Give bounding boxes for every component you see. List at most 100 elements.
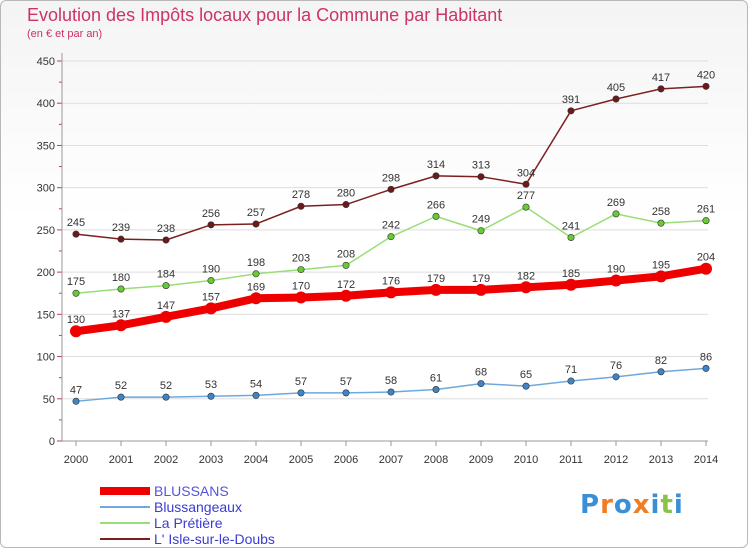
legend-item: Blussangeaux [100,499,360,515]
data-point [252,220,260,228]
data-point [252,270,260,278]
data-point [117,285,125,293]
data-label: 261 [697,204,715,216]
data-label: 130 [67,314,85,326]
data-label: 417 [652,72,670,84]
data-label: 198 [247,257,265,269]
data-point [117,235,125,243]
legend-swatch [100,506,150,508]
data-point [610,274,622,287]
data-label: 57 [295,376,307,388]
data-point [297,389,305,397]
x-tick-label: 2001 [109,454,133,466]
chart-legend: BLUSSANS Blussangeaux La Prétière L' Isle-s… [100,483,360,547]
legend-swatch [100,487,150,495]
chart-axes: 0 50 100 150 200 250 300 350 400 450 2000 2001 2002 2… [37,53,718,466]
data-label: 137 [112,308,130,320]
data-point [657,368,665,376]
data-label: 298 [382,172,400,184]
data-label: 280 [337,188,355,200]
y-tick-label: 100 [37,352,55,364]
data-label: 249 [472,214,490,226]
y-tick-label: 300 [37,183,55,195]
data-point [567,377,575,385]
data-point [567,107,575,115]
proxiti-logo: Proxiti [580,490,684,520]
data-point [162,282,170,290]
data-label: 391 [562,94,580,106]
legend-swatch [100,522,150,524]
y-tick-label: 200 [37,267,55,279]
data-label: 195 [652,259,670,271]
x-tick-label: 2011 [559,454,583,466]
x-tick-label: 2009 [469,454,493,466]
data-point [342,261,350,269]
data-point [387,233,395,241]
data-label: 257 [247,207,265,219]
data-point [612,210,620,218]
y-tick-label: 150 [37,309,55,321]
legend-item: L' Isle-sur-le-Doubs [100,531,360,547]
x-tick-label: 2012 [604,454,628,466]
x-tick-label: 2007 [379,454,403,466]
data-point [612,95,620,103]
legend-label: L' Isle-sur-le-Doubs [154,531,275,547]
data-label: 176 [382,275,400,287]
data-label: 203 [292,253,310,265]
data-label: 182 [517,270,535,282]
data-point [700,262,712,275]
data-label: 147 [157,300,175,312]
x-tick-label: 2002 [154,454,178,466]
data-label: 277 [517,190,535,202]
data-point [162,236,170,244]
chart-data-labels: 245 239 238 256 257 278 280 298 314 313 304 391 405 4… [67,69,715,396]
legend-item: La Prétière [100,515,360,531]
data-label: 256 [202,208,220,220]
data-label: 52 [160,380,172,392]
y-tick-label: 400 [37,98,55,110]
data-point [342,201,350,209]
data-label: 82 [655,355,667,367]
data-point [522,382,530,390]
data-label: 54 [250,378,262,390]
data-label: 241 [562,220,580,232]
data-label: 71 [565,364,577,376]
x-tick-label: 2014 [694,454,718,466]
data-point [207,392,215,400]
data-label: 86 [700,351,712,363]
data-point [252,391,260,399]
legend-item: BLUSSANS [100,483,360,499]
data-label: 47 [70,384,82,396]
data-label: 57 [340,376,352,388]
logo-letter: P [580,490,601,520]
data-point [207,221,215,229]
data-point [612,373,620,381]
data-point [340,289,352,302]
data-point [477,380,485,388]
data-label: 185 [562,268,580,280]
x-tick-label: 2013 [649,454,673,466]
data-point [115,319,127,332]
y-tick-label: 0 [49,436,55,448]
data-label: 239 [112,222,130,234]
data-point [657,85,665,93]
data-label: 184 [157,269,175,281]
data-point [657,219,665,227]
data-label: 258 [652,206,670,218]
data-point [475,283,487,296]
data-label: 180 [112,272,130,284]
data-label: 190 [202,264,220,276]
data-label: 58 [385,375,397,387]
data-point [297,266,305,274]
logo-letter: i [673,490,684,520]
data-point [205,302,217,315]
logo-letter: t [660,490,674,520]
data-label: 190 [607,264,625,276]
data-label: 313 [472,160,490,172]
data-point [297,202,305,210]
data-label: 68 [475,367,487,379]
chart-title: Evolution des Impôts locaux pour la Comm… [27,5,503,25]
data-label: 61 [430,372,442,384]
data-point [117,393,125,401]
data-point [72,289,80,297]
